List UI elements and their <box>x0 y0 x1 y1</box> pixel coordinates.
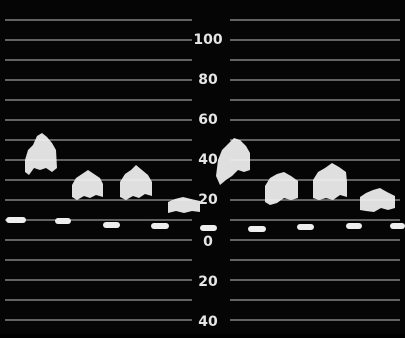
sync-pulse <box>248 226 266 232</box>
sync-pulse <box>103 222 120 228</box>
sync-pulse <box>346 223 362 229</box>
scale-label: 100 <box>193 32 222 48</box>
sync-pulse <box>200 225 217 231</box>
sync-pulse <box>6 217 26 223</box>
scale-label: 20 <box>198 274 218 290</box>
sync-pulse <box>55 218 71 224</box>
waveform-monitor: 100 80 60 40 20 0 20 40 <box>0 0 405 334</box>
scale-label: 60 <box>198 112 218 128</box>
scale-label: 40 <box>198 152 218 168</box>
scale-label: 40 <box>198 314 218 330</box>
scale-label: 80 <box>198 72 218 88</box>
sync-pulse <box>151 223 169 229</box>
page: 1008060402002040 (() => { const data = J… <box>0 0 405 334</box>
sync-pulse <box>390 223 405 229</box>
scale-label: 20 <box>198 192 218 208</box>
sync-pulse <box>297 224 314 230</box>
scale-label: 0 <box>203 234 213 250</box>
